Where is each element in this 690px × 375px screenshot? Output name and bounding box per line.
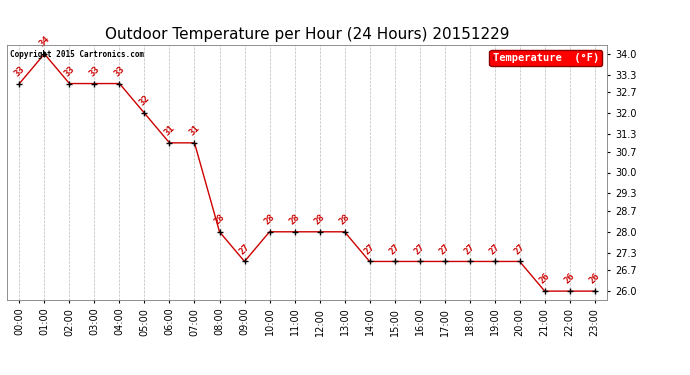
Text: 26: 26: [563, 272, 577, 286]
Text: 31: 31: [163, 123, 177, 138]
Text: 26: 26: [588, 272, 602, 286]
Text: 28: 28: [263, 213, 277, 226]
Text: 27: 27: [513, 242, 526, 256]
Text: 27: 27: [437, 242, 451, 256]
Text: 28: 28: [213, 213, 226, 226]
Title: Outdoor Temperature per Hour (24 Hours) 20151229: Outdoor Temperature per Hour (24 Hours) …: [105, 27, 509, 42]
Text: 28: 28: [288, 213, 302, 226]
Text: 34: 34: [37, 34, 51, 48]
Text: 32: 32: [137, 94, 151, 108]
Text: 27: 27: [388, 242, 402, 256]
Text: 28: 28: [313, 213, 326, 226]
Text: 33: 33: [12, 64, 26, 78]
Text: 27: 27: [413, 242, 426, 256]
Text: 33: 33: [88, 64, 101, 78]
Text: 33: 33: [63, 64, 77, 78]
Text: 26: 26: [538, 272, 551, 286]
Text: 27: 27: [463, 242, 477, 256]
Text: 33: 33: [112, 64, 126, 78]
Text: 28: 28: [337, 213, 351, 226]
Text: 27: 27: [363, 242, 377, 256]
Text: 27: 27: [237, 242, 251, 256]
Text: 31: 31: [188, 123, 201, 138]
Text: Copyright 2015 Cartronics.com: Copyright 2015 Cartronics.com: [10, 50, 144, 59]
Legend: Temperature  (°F): Temperature (°F): [489, 50, 602, 66]
Text: 27: 27: [488, 242, 502, 256]
